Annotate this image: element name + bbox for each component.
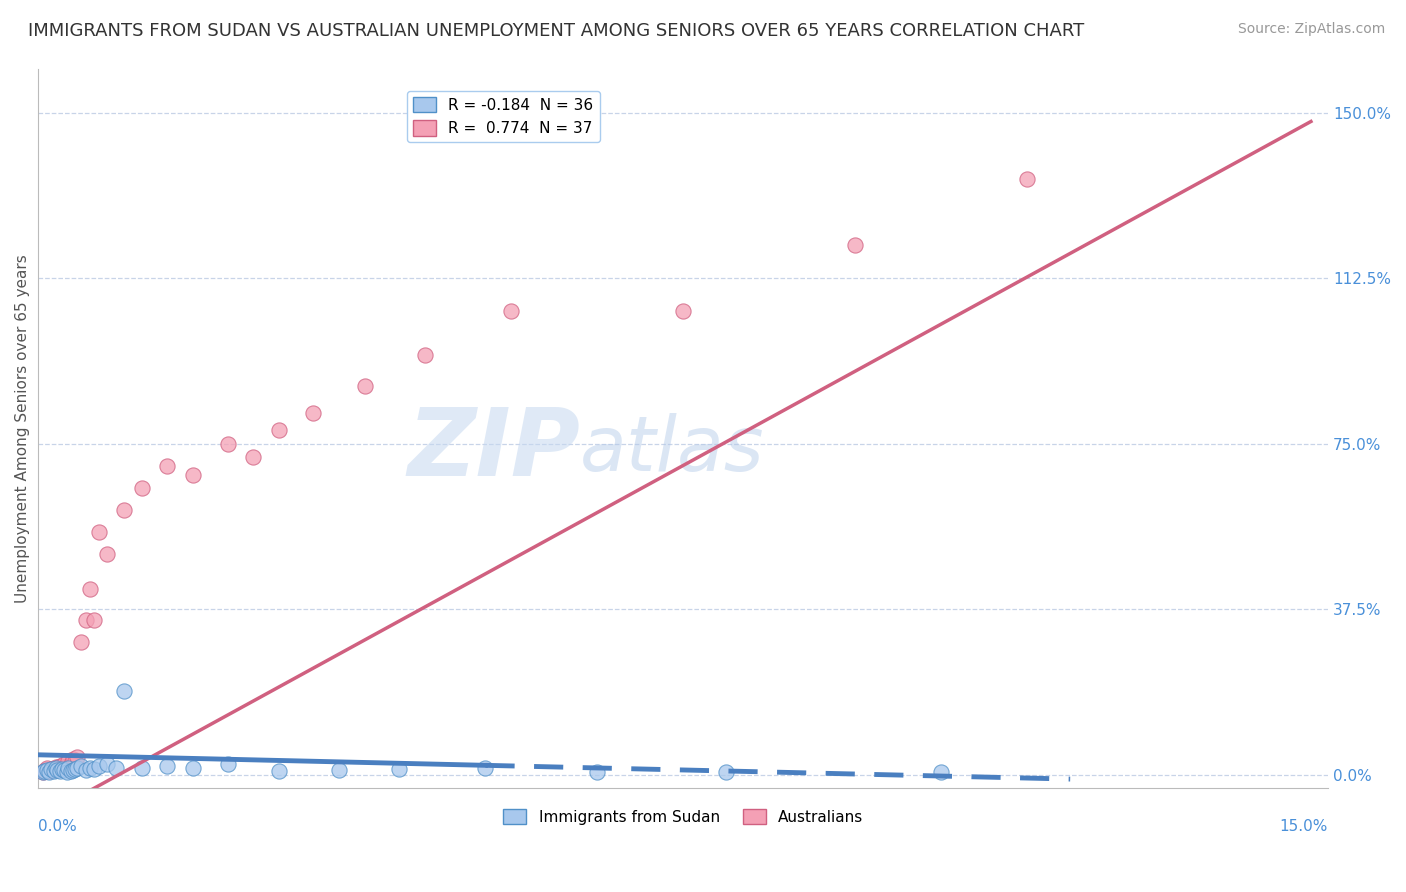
Point <box>181 467 204 482</box>
Point <box>96 756 118 771</box>
Point <box>42 764 65 778</box>
Point <box>844 238 866 252</box>
Point <box>55 759 77 773</box>
Y-axis label: Unemployment Among Seniors over 65 years: Unemployment Among Seniors over 65 years <box>15 254 30 603</box>
Legend: Immigrants from Sudan, Australians: Immigrants from Sudan, Australians <box>498 803 869 830</box>
Point <box>44 761 66 775</box>
Text: Source: ZipAtlas.com: Source: ZipAtlas.com <box>1237 22 1385 37</box>
Point <box>1017 172 1039 186</box>
Point <box>242 450 264 464</box>
Point <box>501 304 523 318</box>
Point <box>131 481 153 495</box>
Point <box>413 348 436 362</box>
Point <box>39 763 62 777</box>
Point <box>217 756 239 771</box>
Point <box>156 759 179 773</box>
Text: IMMIGRANTS FROM SUDAN VS AUSTRALIAN UNEMPLOYMENT AMONG SENIORS OVER 65 YEARS COR: IMMIGRANTS FROM SUDAN VS AUSTRALIAN UNEM… <box>28 22 1084 40</box>
Point <box>46 764 69 778</box>
Point <box>34 764 56 778</box>
Text: ZIP: ZIP <box>408 404 581 496</box>
Point <box>83 763 105 777</box>
Text: atlas: atlas <box>581 413 765 487</box>
Point <box>49 764 72 778</box>
Point <box>474 761 496 775</box>
Point <box>716 765 738 780</box>
Point <box>62 764 84 778</box>
Point <box>62 752 84 766</box>
Point <box>217 436 239 450</box>
Point <box>31 765 53 780</box>
Point <box>35 764 58 778</box>
Point <box>328 764 350 778</box>
Point <box>34 764 56 778</box>
Point <box>75 764 97 778</box>
Point <box>354 379 377 393</box>
Point <box>53 764 76 778</box>
Point <box>39 763 62 777</box>
Point <box>269 764 291 778</box>
Point <box>58 761 80 775</box>
Point <box>46 761 69 775</box>
Point <box>83 613 105 627</box>
Point <box>181 761 204 775</box>
Point <box>79 582 101 597</box>
Point <box>104 761 127 775</box>
Point <box>929 765 952 780</box>
Point <box>66 750 89 764</box>
Text: 15.0%: 15.0% <box>1279 819 1329 834</box>
Text: 0.0%: 0.0% <box>38 819 77 834</box>
Point <box>156 458 179 473</box>
Point <box>131 761 153 775</box>
Point <box>31 765 53 780</box>
Point <box>51 761 73 775</box>
Point <box>38 764 60 778</box>
Point <box>38 765 60 780</box>
Point <box>70 759 93 773</box>
Point <box>388 763 411 777</box>
Point <box>58 755 80 769</box>
Point <box>586 765 609 780</box>
Point <box>302 406 325 420</box>
Point <box>112 503 135 517</box>
Point <box>55 764 77 779</box>
Point <box>44 760 66 774</box>
Point <box>49 759 72 773</box>
Point <box>60 764 83 778</box>
Point <box>35 761 58 775</box>
Point <box>65 755 87 769</box>
Point <box>269 424 291 438</box>
Point <box>60 756 83 771</box>
Point <box>79 761 101 775</box>
Point <box>51 763 73 777</box>
Point <box>112 683 135 698</box>
Point <box>96 547 118 561</box>
Point <box>65 763 87 777</box>
Point <box>87 524 110 539</box>
Point <box>53 756 76 771</box>
Point <box>70 635 93 649</box>
Point <box>672 304 695 318</box>
Point <box>87 759 110 773</box>
Point <box>66 761 89 775</box>
Point <box>42 764 65 778</box>
Point <box>75 613 97 627</box>
